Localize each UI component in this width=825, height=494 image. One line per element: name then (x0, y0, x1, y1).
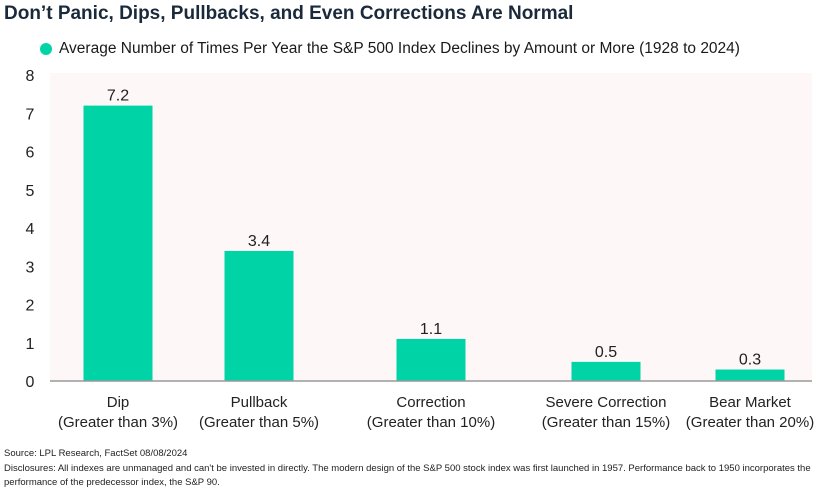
bar (571, 361, 641, 381)
y-tick-label: 7 (26, 106, 35, 123)
x-tick-label: (Greater than 20%) (686, 414, 814, 431)
y-tick-label: 8 (26, 68, 35, 85)
x-tick-label: (Greater than 15%) (542, 414, 670, 431)
y-tick-label: 5 (26, 183, 35, 200)
data-label: 0.3 (739, 352, 761, 369)
source-note: Source: LPL Research, FactSet 08/08/2024 (4, 448, 188, 459)
data-label: 0.5 (595, 344, 617, 361)
legend-swatch (40, 43, 52, 55)
data-label: 3.4 (248, 233, 270, 250)
y-tick-label: 3 (26, 259, 35, 276)
x-tick-label: Severe Correction (546, 394, 667, 411)
bar (83, 105, 153, 381)
bar-chart: 0 1 2 3 4 5 6 7 8 7.2 Dip (Greater than 3%) 3.4 Pullb… (26, 68, 815, 431)
x-tick-label: (Greater than 10%) (367, 414, 495, 431)
x-tick-label: Correction (396, 394, 465, 411)
bar (396, 338, 466, 381)
x-tick-label: Bear Market (709, 394, 792, 411)
y-tick-label: 1 (26, 336, 35, 353)
bar (224, 250, 294, 381)
legend-label: Average Number of Times Per Year the S&P… (59, 40, 740, 57)
data-label: 7.2 (107, 88, 129, 105)
y-tick-label: 6 (26, 145, 35, 162)
bar (715, 369, 785, 381)
data-label: 1.1 (420, 321, 442, 338)
x-tick-label: Dip (107, 394, 130, 411)
y-tick-label: 2 (26, 298, 35, 315)
y-tick-label: 4 (26, 221, 35, 238)
plot-area (50, 73, 812, 381)
x-tick-label: (Greater than 5%) (199, 414, 319, 431)
y-tick-label: 0 (26, 374, 35, 391)
legend: Average Number of Times Per Year the S&P… (40, 40, 740, 58)
x-tick-label: (Greater than 3%) (58, 414, 178, 431)
x-tick-label: Pullback (231, 394, 288, 411)
chart-title: Don’t Panic, Dips, Pullbacks, and Even C… (4, 3, 574, 24)
disclosures: Disclosures: All indexes are unmanaged a… (4, 463, 811, 488)
